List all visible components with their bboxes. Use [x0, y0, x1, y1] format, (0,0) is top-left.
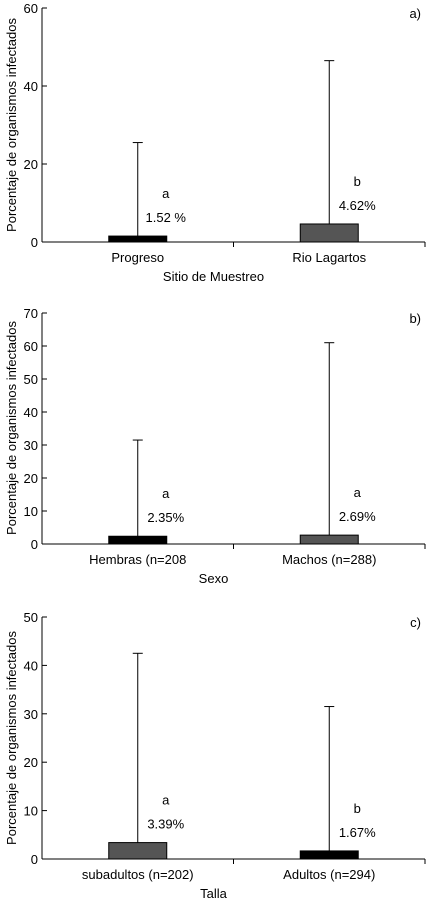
y-tick-label: 20 — [24, 157, 38, 172]
x-tick-label: Machos (n=288) — [282, 552, 376, 567]
x-axis-title: Sexo — [199, 571, 229, 586]
bar — [108, 235, 168, 243]
x-tick-label: subadultos (n=202) — [82, 867, 194, 882]
data-label: 1.52 % — [146, 210, 187, 225]
data-label: 1.67% — [339, 825, 376, 840]
group-letter: a — [162, 793, 170, 808]
x-tick-label: Progreso — [111, 250, 164, 265]
y-tick-label: 50 — [24, 610, 38, 625]
group-letter: a — [162, 486, 170, 501]
bar — [108, 535, 168, 545]
chart-panel-1: 0 20 40 60 a 1.52 % Progreso b 4.62% Rio Lagartos… — [4, 1, 426, 284]
y-tick-label: 30 — [24, 438, 38, 453]
chart-panel-3: 0 10 20 30 40 50 a 3.39% subadultos (n=202) b 1.67… — [4, 610, 426, 901]
panel-label: c) — [410, 615, 421, 630]
y-axis-title: Porcentaje de organismos infectados — [4, 18, 19, 232]
y-tick-label: 60 — [24, 339, 38, 354]
y-tick-label: 10 — [24, 504, 38, 519]
chart-panel-2: 0 10 20 30 40 50 60 70 a 2.35% Hembras (n=208 a 2.69… — [4, 306, 426, 586]
bar — [108, 842, 168, 860]
y-tick-label: 30 — [24, 707, 38, 722]
y-tick-label: 20 — [24, 471, 38, 486]
group-letter: a — [162, 186, 170, 201]
y-tick-label: 40 — [24, 658, 38, 673]
y-axis-title: Porcentaje de organismos infectados — [4, 631, 19, 845]
y-tick-label: 0 — [31, 852, 38, 867]
x-tick-label: Rio Lagartos — [292, 250, 366, 265]
y-tick-label: 10 — [24, 804, 38, 819]
group-letter: a — [354, 485, 362, 500]
group-letter: b — [354, 174, 361, 189]
x-axis-title: Talla — [200, 886, 228, 901]
panel-label: a) — [409, 6, 421, 21]
x-axis-title: Sitio de Muestreo — [163, 269, 264, 284]
y-tick-label: 0 — [31, 537, 38, 552]
data-label: 3.39% — [147, 817, 184, 832]
y-tick-label: 40 — [24, 79, 38, 94]
data-label: 2.69% — [339, 509, 376, 524]
y-tick-label: 60 — [24, 1, 38, 16]
bar — [299, 223, 359, 243]
panel-label: b) — [409, 311, 421, 326]
y-tick-label: 0 — [31, 235, 38, 250]
x-tick-label: Hembras (n=208 — [89, 552, 186, 567]
bar — [299, 850, 359, 860]
y-tick-label: 40 — [24, 405, 38, 420]
data-label: 4.62% — [339, 198, 376, 213]
data-label: 2.35% — [147, 510, 184, 525]
x-tick-label: Adultos (n=294) — [283, 867, 375, 882]
y-tick-label: 70 — [24, 306, 38, 321]
group-letter: b — [354, 801, 361, 816]
y-tick-label: 20 — [24, 755, 38, 770]
y-axis-title: Porcentaje de organismos infectados — [4, 321, 19, 535]
bar — [299, 534, 359, 545]
y-tick-label: 50 — [24, 372, 38, 387]
